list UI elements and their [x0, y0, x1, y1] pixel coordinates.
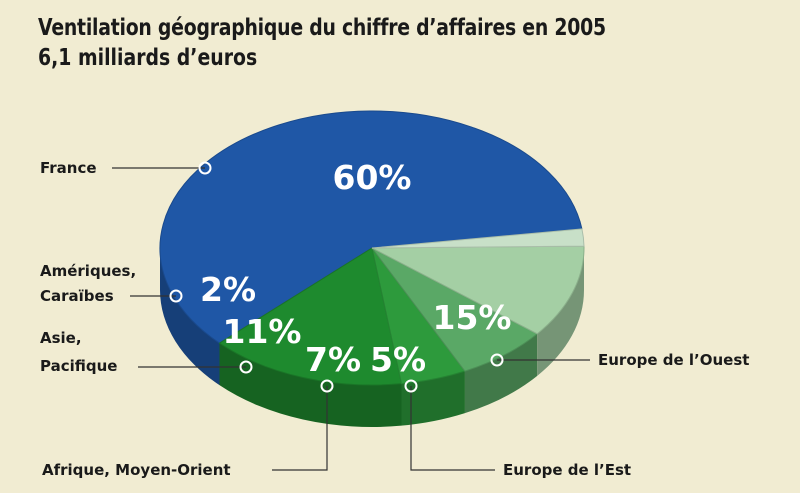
- category-label: Amériques,: [40, 262, 136, 280]
- value-label: 15%: [433, 298, 512, 337]
- chart-subtitle: 6,1 milliards d’euros: [38, 45, 258, 71]
- value-label: 5%: [370, 340, 426, 379]
- callout-dot: [490, 353, 504, 367]
- value-label: 60%: [333, 158, 412, 197]
- category-label: Europe de l’Est: [503, 461, 631, 479]
- pie-slice-europe-de-l-ouest: [218, 247, 403, 386]
- value-labels: 60% 15%5%7%11%2%: [200, 158, 512, 379]
- slice-side-3: [464, 333, 538, 414]
- value-label: 11%: [223, 312, 302, 351]
- slice-side-1: [219, 343, 402, 427]
- pie-slice-asie-pacifique: [371, 245, 585, 335]
- category-label: Afrique, Moyen-Orient: [42, 461, 231, 479]
- category-labels: France Europe de l’Ouest Europe de l’Est Af…: [40, 159, 749, 479]
- pie-slice-am-riques-cara-bes: [371, 228, 585, 249]
- category-label: Caraïbes: [40, 287, 114, 305]
- pie-slices: [159, 110, 585, 386]
- pie-slice-france: [159, 110, 583, 344]
- callout-dot: [320, 379, 334, 393]
- category-label: Asie,: [40, 329, 82, 347]
- callout-dot: [404, 379, 418, 393]
- callout-dot: [239, 360, 253, 374]
- callout-line: [410, 386, 495, 471]
- callout-lines: [112, 161, 590, 471]
- chart-title: Ventilation géographique du chiffre d’af…: [38, 15, 606, 41]
- category-label: France: [40, 159, 97, 177]
- callout-dot: [198, 161, 212, 175]
- slice-side-4: [537, 248, 584, 376]
- value-label: 7%: [305, 340, 361, 379]
- slice-side-0: [160, 248, 220, 386]
- category-label: Europe de l’Ouest: [598, 351, 749, 369]
- category-label: Pacifique: [40, 357, 117, 375]
- value-label: 2%: [200, 270, 256, 309]
- callout-dot: [169, 289, 183, 303]
- callout-line: [272, 386, 328, 471]
- pie-depth: [160, 248, 584, 427]
